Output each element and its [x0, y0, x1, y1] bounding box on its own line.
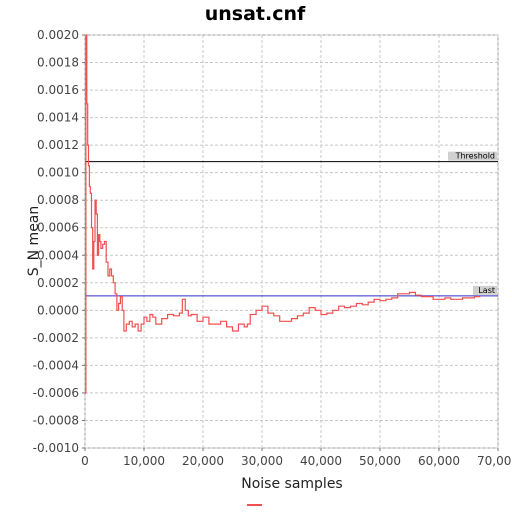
y-tick-label: 0.0008 [37, 193, 79, 207]
y-tick-label: 0.0002 [37, 276, 79, 290]
y-tick-label: 0.0012 [37, 138, 79, 152]
y-tick-label: 0.0014 [37, 111, 79, 125]
reference-line-label-bg [448, 151, 497, 161]
x-axis-ticks: 0 10,000 20,000 30,000 40,000 50,000 60,000 70,… [81, 448, 512, 468]
reference-line-label-bg [473, 285, 497, 295]
y-tick-label: 0.0010 [37, 166, 79, 180]
series-line [85, 34, 481, 394]
y-tick-label: 0.0000 [37, 303, 79, 317]
y-tick-label: 0.0016 [37, 83, 79, 97]
y-tick-label: -0.0004 [33, 358, 79, 372]
y-tick-label: 0.0004 [37, 248, 79, 262]
plot-area [84, 34, 499, 449]
x-tick-label: 50,000 [359, 454, 401, 468]
x-axis-label: Noise samples [241, 476, 342, 492]
reference-line-label: Threshold [455, 152, 495, 161]
x-tick-label: 60,000 [418, 454, 460, 468]
y-tick-label: -0.0010 [33, 441, 79, 455]
y-tick-label: -0.0006 [33, 386, 79, 400]
y-tick-label: 0.0018 [37, 56, 79, 70]
y-tick-label: 0.0020 [37, 28, 79, 42]
y-tick-label: -0.0008 [33, 413, 79, 427]
chart-title: unsat.cnf [205, 3, 306, 25]
y-axis-ticks: -0.0010 -0.0008 -0.0006 -0.0004 -0.0002 0.000… [33, 28, 85, 455]
x-tick-label: 40,000 [300, 454, 342, 468]
grid [84, 34, 499, 449]
x-tick-label: 70,000 [477, 454, 512, 468]
y-tick-label: 0.0006 [37, 221, 79, 235]
series-layer [85, 34, 481, 394]
reference-lines: Threshold Last [85, 151, 498, 297]
x-tick-label: 20,000 [182, 454, 224, 468]
x-tick-label: 10,000 [123, 454, 165, 468]
reference-line-label: Last [478, 286, 495, 295]
y-axis-label: S_N mean [26, 206, 42, 277]
x-tick-label: 0 [81, 454, 89, 468]
y-tick-label: -0.0002 [33, 331, 79, 345]
x-tick-label: 30,000 [241, 454, 283, 468]
